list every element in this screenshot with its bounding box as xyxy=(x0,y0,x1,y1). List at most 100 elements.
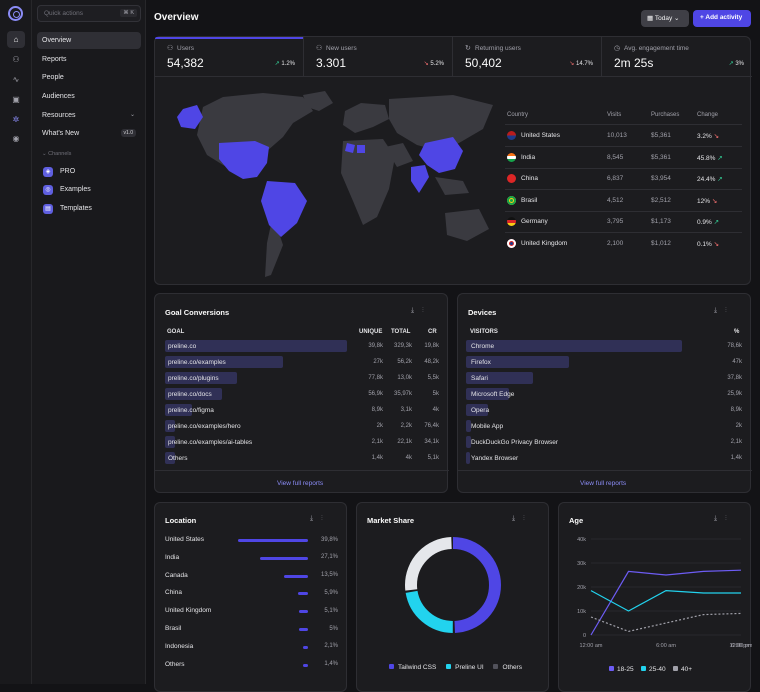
more-icon[interactable]: ⋮ xyxy=(725,515,735,522)
more-icon[interactable]: ⋮ xyxy=(422,307,432,314)
chevron-down-icon: ⌄ xyxy=(672,15,680,22)
flag-icon xyxy=(507,195,516,205)
overview-card: ⚇ Users 54,382 ↗ 1.2% ⚇ New users 3.301 ↘ … xyxy=(154,36,752,285)
device-label[interactable]: Microsoft Edge xyxy=(471,390,515,398)
country-name[interactable]: Brasil xyxy=(521,196,538,204)
nav-item-whats-new[interactable]: What's New v1.0 xyxy=(37,125,141,142)
download-icon[interactable]: ⤓ xyxy=(310,515,322,522)
stat-change-value: 14.7% xyxy=(575,61,593,67)
view-full-reports-link[interactable]: View full reports xyxy=(580,480,627,487)
col-percent: % xyxy=(734,329,740,335)
download-icon[interactable]: ⤓ xyxy=(714,515,726,522)
goal-label[interactable]: preline.co/docs xyxy=(168,390,212,398)
view-full-reports-link[interactable]: View full reports xyxy=(277,480,324,487)
stat-engagement-time[interactable]: ◷ Avg. engagement time 2m 25s ↗ 3% xyxy=(602,37,752,76)
country-name[interactable]: United States xyxy=(521,132,561,139)
device-label[interactable]: Opera xyxy=(471,406,490,414)
legend-swatch xyxy=(609,666,614,671)
activity-icon[interactable]: ∿ xyxy=(12,75,20,84)
location-card: Location ⤓⋮ United States 39,8% India 27,1%… xyxy=(154,502,347,692)
goal-total: 35,97k xyxy=(393,391,412,397)
goal-label[interactable]: preline.co xyxy=(168,342,197,350)
location-percent: 1,4% xyxy=(324,661,338,668)
goal-label[interactable]: preline.co/examples xyxy=(168,358,226,366)
location-bar xyxy=(303,663,308,667)
settings-icon[interactable]: ✲ xyxy=(12,115,20,124)
country-name[interactable]: China xyxy=(521,175,538,182)
goal-total: 329,3k xyxy=(393,343,412,349)
nav-item-reports[interactable]: Reports xyxy=(37,51,141,68)
device-label[interactable]: DuckDuckGo Privacy Browser xyxy=(471,438,559,446)
more-icon[interactable]: ⋮ xyxy=(725,307,735,314)
devices-card: Devices ⤓⋮ VISITORS % Chrome 78,6k Firefox… xyxy=(457,293,752,493)
col-cr: CR xyxy=(428,329,437,335)
goal-share-bar xyxy=(165,404,192,416)
device-label[interactable]: Safari xyxy=(471,374,488,382)
legend-label: 18-25 xyxy=(617,666,634,673)
goal-label[interactable]: preline.co/examples/hero xyxy=(168,422,241,430)
stat-users[interactable]: ⚇ Users 54,382 ↗ 1.2% xyxy=(155,37,304,76)
card-actions: ⤓⋮ xyxy=(310,515,331,523)
nav-item-audiences[interactable]: Audiences xyxy=(37,88,141,105)
stat-value: 3.301 xyxy=(316,56,347,70)
shortcut-badge: ⌘ K xyxy=(120,9,137,17)
plus-icon: + xyxy=(700,14,706,21)
download-icon[interactable]: ⤓ xyxy=(714,307,726,314)
nav-item-people[interactable]: People xyxy=(37,69,141,86)
age-title: Age xyxy=(569,516,584,525)
country-name[interactable]: Germany xyxy=(521,218,548,225)
logo-icon[interactable] xyxy=(8,6,23,21)
more-icon[interactable]: ⋮ xyxy=(523,515,533,522)
download-icon[interactable]: ⤓ xyxy=(512,515,524,522)
stat-returning-users[interactable]: ↻ Returning users 50,402 ↘ 14.7% xyxy=(453,37,602,76)
download-icon[interactable]: ⤓ xyxy=(411,307,423,314)
stat-new-users[interactable]: ⚇ New users 3.301 ↘ 5.2% xyxy=(304,37,453,76)
divider xyxy=(505,210,742,212)
legend-swatch xyxy=(641,666,646,671)
add-activity-label: Add activity xyxy=(705,14,743,21)
country-change-value: 24.4% xyxy=(697,176,718,183)
country-name[interactable]: India xyxy=(521,153,536,161)
location-title: Location xyxy=(165,516,197,525)
bug-icon[interactable]: ◉ xyxy=(12,134,20,143)
date-range-button[interactable]: ▦ Today ⌄ xyxy=(641,10,689,27)
add-activity-button[interactable]: + Add activity xyxy=(693,10,751,27)
stat-label: Returning users xyxy=(475,45,521,52)
more-icon[interactable]: ⋮ xyxy=(321,515,331,522)
quick-actions-input[interactable]: Quick actions ⌘ K xyxy=(37,5,141,22)
channels-heading[interactable]: ⌄ Channels xyxy=(42,151,71,157)
device-label[interactable]: Firefox xyxy=(471,358,491,366)
southeast-asia-shape xyxy=(435,177,469,195)
goal-label[interactable]: preline.co/plugins xyxy=(168,374,219,382)
location-bar xyxy=(238,539,308,542)
nav-item-resources[interactable]: Resources ⌄ xyxy=(37,107,141,124)
goal-label[interactable]: preline.co/figma xyxy=(168,406,214,414)
device-percent: 8,9k xyxy=(730,407,742,413)
channel-pro[interactable]: ◈ PRO xyxy=(37,164,141,180)
trend-down-icon: ↘ xyxy=(711,197,718,205)
users-icon[interactable]: ⚇ xyxy=(12,55,20,64)
channel-label: PRO xyxy=(60,168,76,175)
home-icon[interactable]: ⌂ xyxy=(7,31,25,48)
inbox-icon[interactable]: ▣ xyxy=(12,95,20,104)
goal-label[interactable]: Others xyxy=(168,454,188,462)
country-name[interactable]: United Kingdom xyxy=(521,239,568,247)
map-highlight-alaska xyxy=(177,105,203,129)
device-label[interactable]: Yandex Browser xyxy=(471,454,519,462)
goal-label[interactable]: preline.co/examples/ai-tables xyxy=(168,438,253,446)
trend-up-icon: ↗ xyxy=(274,61,282,67)
location-percent: 13,5% xyxy=(320,572,338,579)
channel-examples[interactable]: ◎ Examples xyxy=(37,182,141,198)
greenland-shape xyxy=(303,91,333,111)
stat-label-wrap: ◷ Avg. engagement time xyxy=(614,45,689,52)
legend-swatch xyxy=(446,664,452,669)
location-bar xyxy=(303,645,308,649)
location-name: Indonesia xyxy=(165,642,194,650)
device-label[interactable]: Chrome xyxy=(471,342,495,350)
nav-item-overview[interactable]: Overview xyxy=(37,32,141,49)
quick-actions-placeholder: Quick actions xyxy=(44,10,84,17)
templates-icon: ▤ xyxy=(43,204,53,214)
location-name: India xyxy=(165,553,180,561)
device-label[interactable]: Mobile App xyxy=(471,422,504,430)
channel-templates[interactable]: ▤ Templates xyxy=(37,201,141,217)
